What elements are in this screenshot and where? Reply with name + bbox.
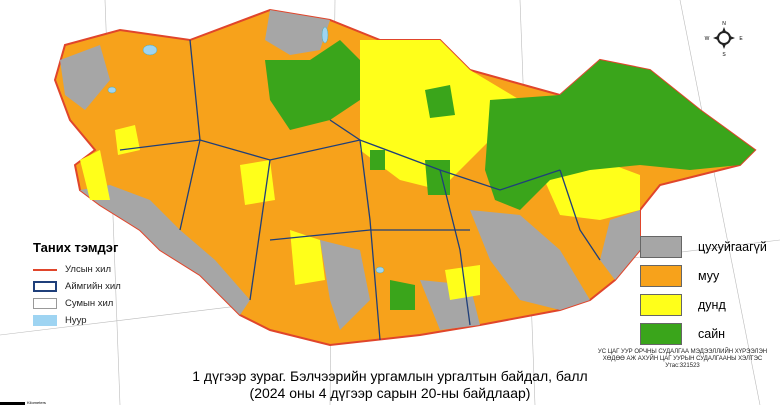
institution-credit: УС ЦАГ УУР ОРЧНЫ СУДАЛГАА МЭДЭЭЛЛИЙН ХҮР…: [590, 349, 775, 370]
scale-label: Kilometers: [27, 400, 46, 405]
good-swatch: [640, 322, 682, 345]
legend-item-poor: муу: [640, 261, 767, 290]
legend-left: Таних тэмдэг Улсын хил Аймгийн хил Сумын…: [33, 240, 121, 329]
aimag-borders: [119, 39, 601, 341]
legend-item-lake: Нуур: [33, 312, 121, 329]
scale-bar: Kilometers: [0, 400, 46, 405]
legend-item-medium: дунд: [640, 290, 767, 319]
legend-right: цухуйгаагүй муу дунд сайн: [640, 232, 767, 348]
legend-label: сайн: [698, 326, 726, 341]
legend-label: дунд: [698, 297, 726, 312]
country-border-swatch: [33, 268, 57, 271]
legend-label: Аймгийн хил: [65, 281, 121, 292]
legend-item-country-border: Улсын хил: [33, 261, 121, 278]
caption-title: 1 дүгээр зураг. Бэлчээрийн ургамлын урга…: [192, 368, 588, 384]
legend-label: муу: [698, 268, 720, 283]
legend-label: Нуур: [65, 315, 87, 326]
legend-item-no-growth: цухуйгаагүй: [640, 232, 767, 261]
no-growth-areas: [60, 10, 640, 330]
compass-n: N: [722, 21, 726, 27]
lake-swatch: [33, 315, 57, 326]
legend-item-good: сайн: [640, 319, 767, 348]
legend-label: Сумын хил: [65, 298, 114, 309]
legend-item-sum-border: Сумын хил: [33, 295, 121, 312]
figure-caption: 1 дүгээр зураг. Бэлчээрийн ургамлын урга…: [0, 368, 780, 402]
compass-s: S: [722, 52, 726, 58]
institution-phone: Утас:321523: [665, 363, 700, 369]
compass-rose: N S W E: [705, 21, 744, 58]
lakes: [107, 26, 385, 274]
institution-line: ХӨДӨӨ АЖ АХУЙН ЦАГ УУРЫН СУДАЛГААНЫ ХЭЛТ…: [602, 356, 763, 362]
poor-swatch: [640, 264, 682, 287]
medium-swatch: [640, 293, 682, 316]
sum-border-swatch: [33, 298, 57, 309]
legend-label: Улсын хил: [65, 264, 112, 275]
no-growth-swatch: [640, 235, 682, 258]
legend-title: Таних тэмдэг: [33, 240, 119, 255]
compass-w: W: [705, 36, 710, 42]
aimag-border-swatch: [33, 281, 57, 292]
caption-date: (2024 оны 4 дүгээр сарын 20-ны байдлаар): [249, 385, 531, 401]
legend-item-aimag-border: Аймгийн хил: [33, 278, 121, 295]
legend-label: цухуйгаагүй: [698, 239, 767, 254]
compass-e: E: [739, 36, 743, 42]
institution-line: УС ЦАГ УУР ОРЧНЫ СУДАЛГАА МЭДЭЭЛЛИЙН ХҮР…: [597, 349, 768, 355]
